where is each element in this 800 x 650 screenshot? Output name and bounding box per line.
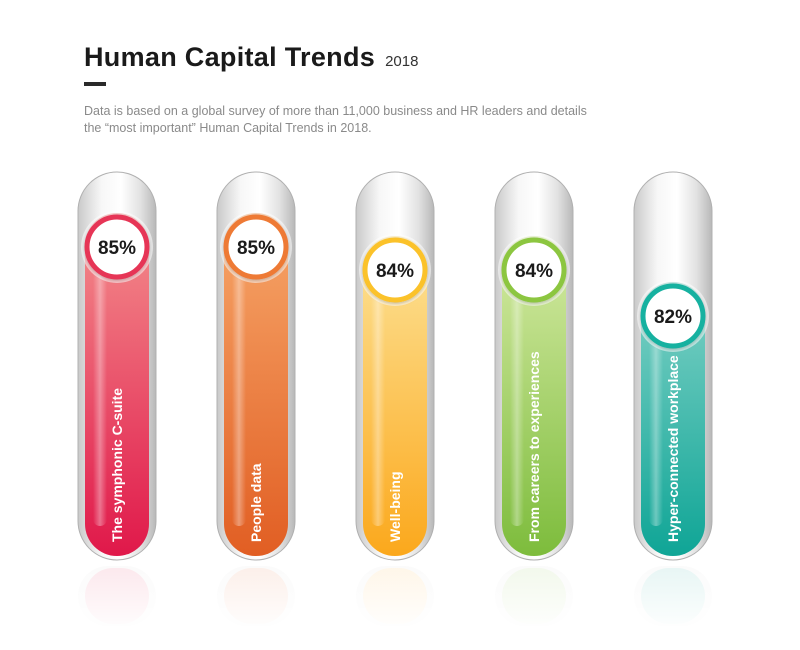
- category-label: From careers to experiences: [526, 351, 542, 542]
- badge-ring: [362, 237, 428, 303]
- reflection-fade: [354, 564, 436, 634]
- title-row: Human Capital Trends 2018: [84, 42, 418, 73]
- reflection-fade: [76, 564, 158, 634]
- bar-highlight: [93, 243, 107, 526]
- bar-highlight: [510, 266, 524, 526]
- category-label: Hyper-connected workplace: [665, 355, 681, 542]
- category-label: People data: [248, 463, 264, 542]
- bar-highlight: [371, 266, 385, 526]
- badge-ring: [640, 283, 706, 349]
- title-underline: [84, 82, 106, 86]
- chart-title: Human Capital Trends: [84, 42, 376, 72]
- bar-highlight: [649, 312, 663, 526]
- category-label: Well-being: [387, 471, 403, 542]
- data-label: 85%: [98, 238, 136, 259]
- data-label: 84%: [376, 261, 414, 282]
- data-label: 84%: [515, 261, 553, 282]
- badge-ring: [223, 214, 289, 280]
- data-label: 82%: [654, 307, 692, 328]
- data-label: 85%: [237, 238, 275, 259]
- category-label: The symphonic C-suite: [109, 388, 125, 542]
- chart-subtitle: Data is based on a global survey of more…: [84, 104, 587, 135]
- reflection-fade: [493, 564, 575, 634]
- reflection-fade: [215, 564, 297, 634]
- badge-ring: [501, 237, 567, 303]
- chart-year: 2018: [385, 53, 419, 70]
- reflection-fade: [632, 564, 714, 634]
- badge-ring: [84, 214, 150, 280]
- bar-highlight: [232, 243, 246, 526]
